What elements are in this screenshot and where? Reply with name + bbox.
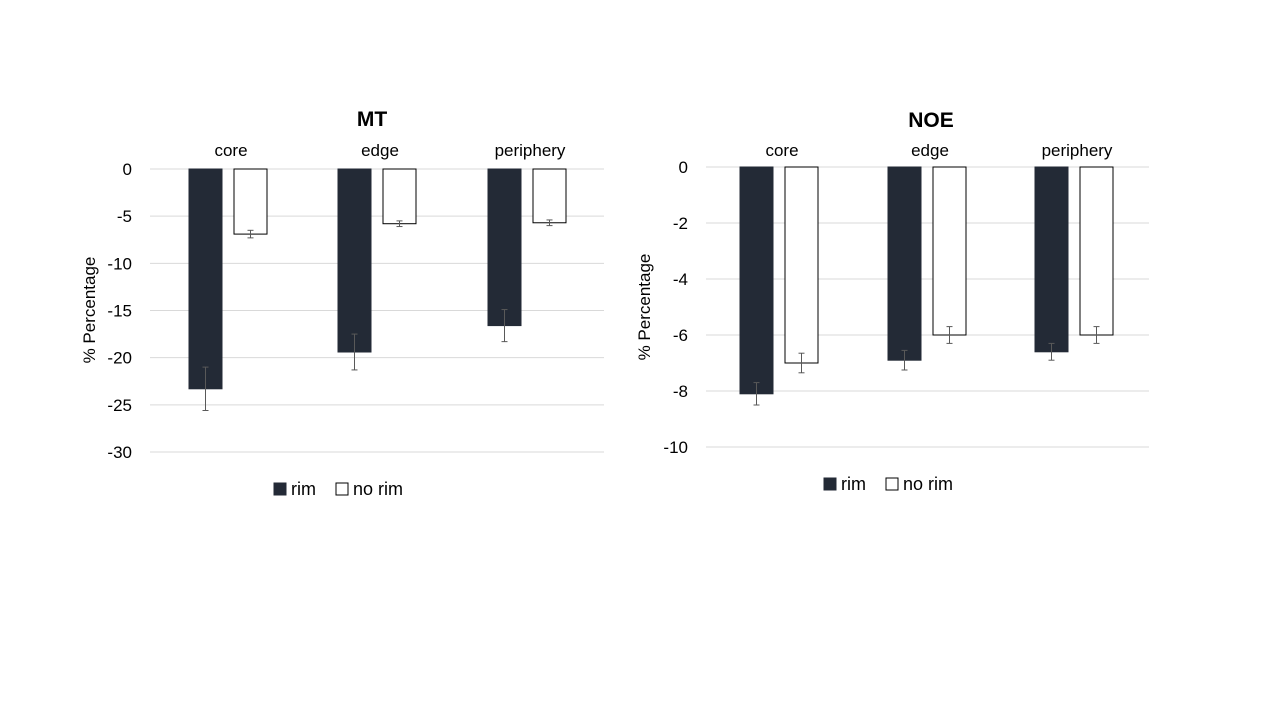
mt-bar-no-rim-periphery [532, 168, 567, 224]
mt-category-label: edge [361, 141, 399, 160]
mt-chart-title: MT [357, 108, 387, 131]
noe-category-label: core [765, 141, 798, 160]
noe-legend-label-no-rim: no rim [903, 474, 953, 494]
mt-legend-swatch-no-rim [335, 482, 349, 496]
noe-category-label: edge [911, 141, 949, 160]
mt-y-tick-label: -30 [107, 443, 132, 462]
noe-chart-title: NOE [908, 109, 954, 132]
mt-category-label: core [214, 141, 247, 160]
noe-y-axis-label: % Percentage [635, 254, 654, 361]
noe-legend-swatch-rim [823, 477, 837, 491]
noe-bar-no-rim-core [784, 166, 819, 364]
mt-y-tick-label: -10 [107, 254, 132, 273]
mt-y-tick-label: 0 [123, 160, 132, 179]
mt-legend-label-rim: rim [291, 479, 316, 499]
mt-bar-no-rim-edge [382, 168, 417, 225]
mt-legend-swatch-rim [273, 482, 287, 496]
mt-category-label: periphery [495, 141, 566, 160]
noe-bar-no-rim-edge [932, 166, 967, 336]
mt-y-tick-label: -20 [107, 349, 132, 368]
mt-legend-label-no-rim: no rim [353, 479, 403, 499]
noe-y-tick-label: -2 [673, 214, 688, 233]
noe-bar-rim-core [739, 166, 774, 395]
mt-y-tick-label: -15 [107, 302, 132, 321]
noe-y-tick-label: 0 [679, 158, 688, 177]
mt-y-tick-label: -25 [107, 396, 132, 415]
noe-y-tick-label: -4 [673, 270, 688, 289]
noe-y-tick-label: -10 [663, 438, 688, 457]
mt-bar-rim-edge [337, 168, 372, 353]
mt-bar-rim-periphery [487, 168, 522, 327]
mt-y-axis-label: % Percentage [80, 257, 99, 364]
noe-bar-rim-edge [887, 166, 922, 361]
mt-bar-rim-core [188, 168, 223, 390]
noe-legend-swatch-no-rim [885, 477, 899, 491]
noe-y-tick-label: -8 [673, 382, 688, 401]
noe-bar-rim-periphery [1034, 166, 1069, 353]
noe-y-tick-label: -6 [673, 326, 688, 345]
mt-bar-no-rim-core [233, 168, 268, 235]
noe-bar-no-rim-periphery [1079, 166, 1114, 336]
mt-y-tick-label: -5 [117, 207, 132, 226]
noe-legend-label-rim: rim [841, 474, 866, 494]
noe-category-label: periphery [1042, 141, 1113, 160]
